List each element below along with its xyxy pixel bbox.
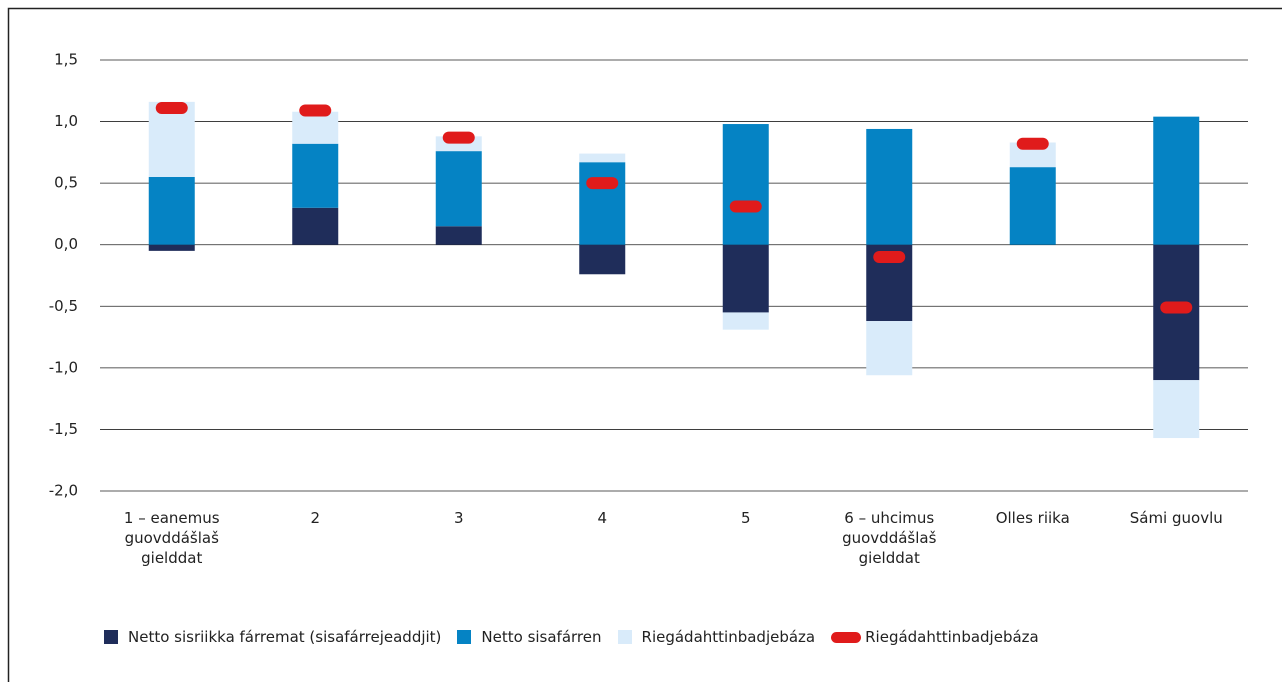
bar-segment	[148, 101, 195, 177]
legend-swatch	[104, 630, 118, 644]
x-tick-label: 5	[740, 509, 751, 527]
bar-segment	[148, 176, 195, 245]
marker	[442, 131, 475, 144]
y-tick-label: 0,5	[54, 174, 78, 192]
x-tick-label: 4	[597, 509, 608, 527]
bar-segment	[1153, 116, 1200, 245]
bar-segment	[722, 124, 769, 245]
legend-swatch	[831, 631, 862, 643]
legend-label: Netto sisriikka fárremat (sisafárrejeadd…	[128, 628, 442, 646]
marker	[299, 104, 332, 117]
legend-label: Netto sisafárren	[481, 628, 602, 646]
bar-segment	[1009, 167, 1056, 245]
bar-segment	[579, 153, 626, 163]
x-tick-label: Olles riika	[995, 509, 1070, 527]
y-tick-label: 1,0	[54, 112, 78, 130]
x-tick-label: Sámi guovlu	[1129, 509, 1223, 527]
legend-item: Netto sisafárren	[457, 628, 602, 646]
bar-segment	[722, 312, 769, 330]
y-tick-label: -0,5	[49, 297, 78, 315]
x-tick-label: 2	[310, 509, 321, 527]
frame	[7, 7, 1282, 682]
y-tick-label: 1,5	[54, 51, 78, 69]
legend-label: Riegádahttinbadjebáza	[641, 628, 816, 646]
bar-segment	[722, 244, 769, 313]
legend: Netto sisriikka fárremat (sisafárrejeadd…	[104, 628, 1055, 646]
marker	[729, 200, 762, 213]
marker	[155, 102, 188, 115]
marker	[1016, 137, 1049, 150]
legend-item: Netto sisriikka fárremat (sisafárrejeadd…	[104, 628, 441, 646]
x-tick-label: 1 – eanemus guovddášlaš gielddat	[123, 509, 220, 567]
bar-segment	[866, 321, 913, 376]
bar-segment	[579, 162, 626, 245]
y-tick-label: 0,0	[54, 235, 78, 253]
bar-segment	[866, 128, 913, 245]
legend-label: Riegádahttinbadjebáza	[865, 628, 1039, 646]
legend-item: Riegádahttinbadjebáza	[831, 628, 1039, 646]
bar-segment	[148, 244, 195, 251]
bar-segment	[292, 207, 339, 245]
y-tick-label: -1,5	[49, 420, 78, 438]
bar-segment	[435, 226, 482, 245]
legend-swatch	[457, 630, 472, 644]
bar-segment	[579, 244, 626, 275]
legend-item: Riegádahttinbadjebáza	[617, 628, 816, 646]
bar-segment	[435, 151, 482, 227]
x-tick-label: 6 – uhcimus guovddášlaš gielddat	[842, 509, 937, 567]
bar-segment	[292, 111, 339, 144]
marker	[1160, 301, 1193, 314]
legend-swatch	[617, 630, 632, 644]
marker	[873, 251, 906, 264]
y-tick-label: -1,0	[49, 358, 78, 376]
x-tick-label: 3	[453, 509, 464, 527]
y-tick-label: -2,0	[49, 482, 78, 500]
bar-segment	[1153, 380, 1200, 439]
bar-segment	[292, 143, 339, 208]
marker	[586, 177, 619, 190]
